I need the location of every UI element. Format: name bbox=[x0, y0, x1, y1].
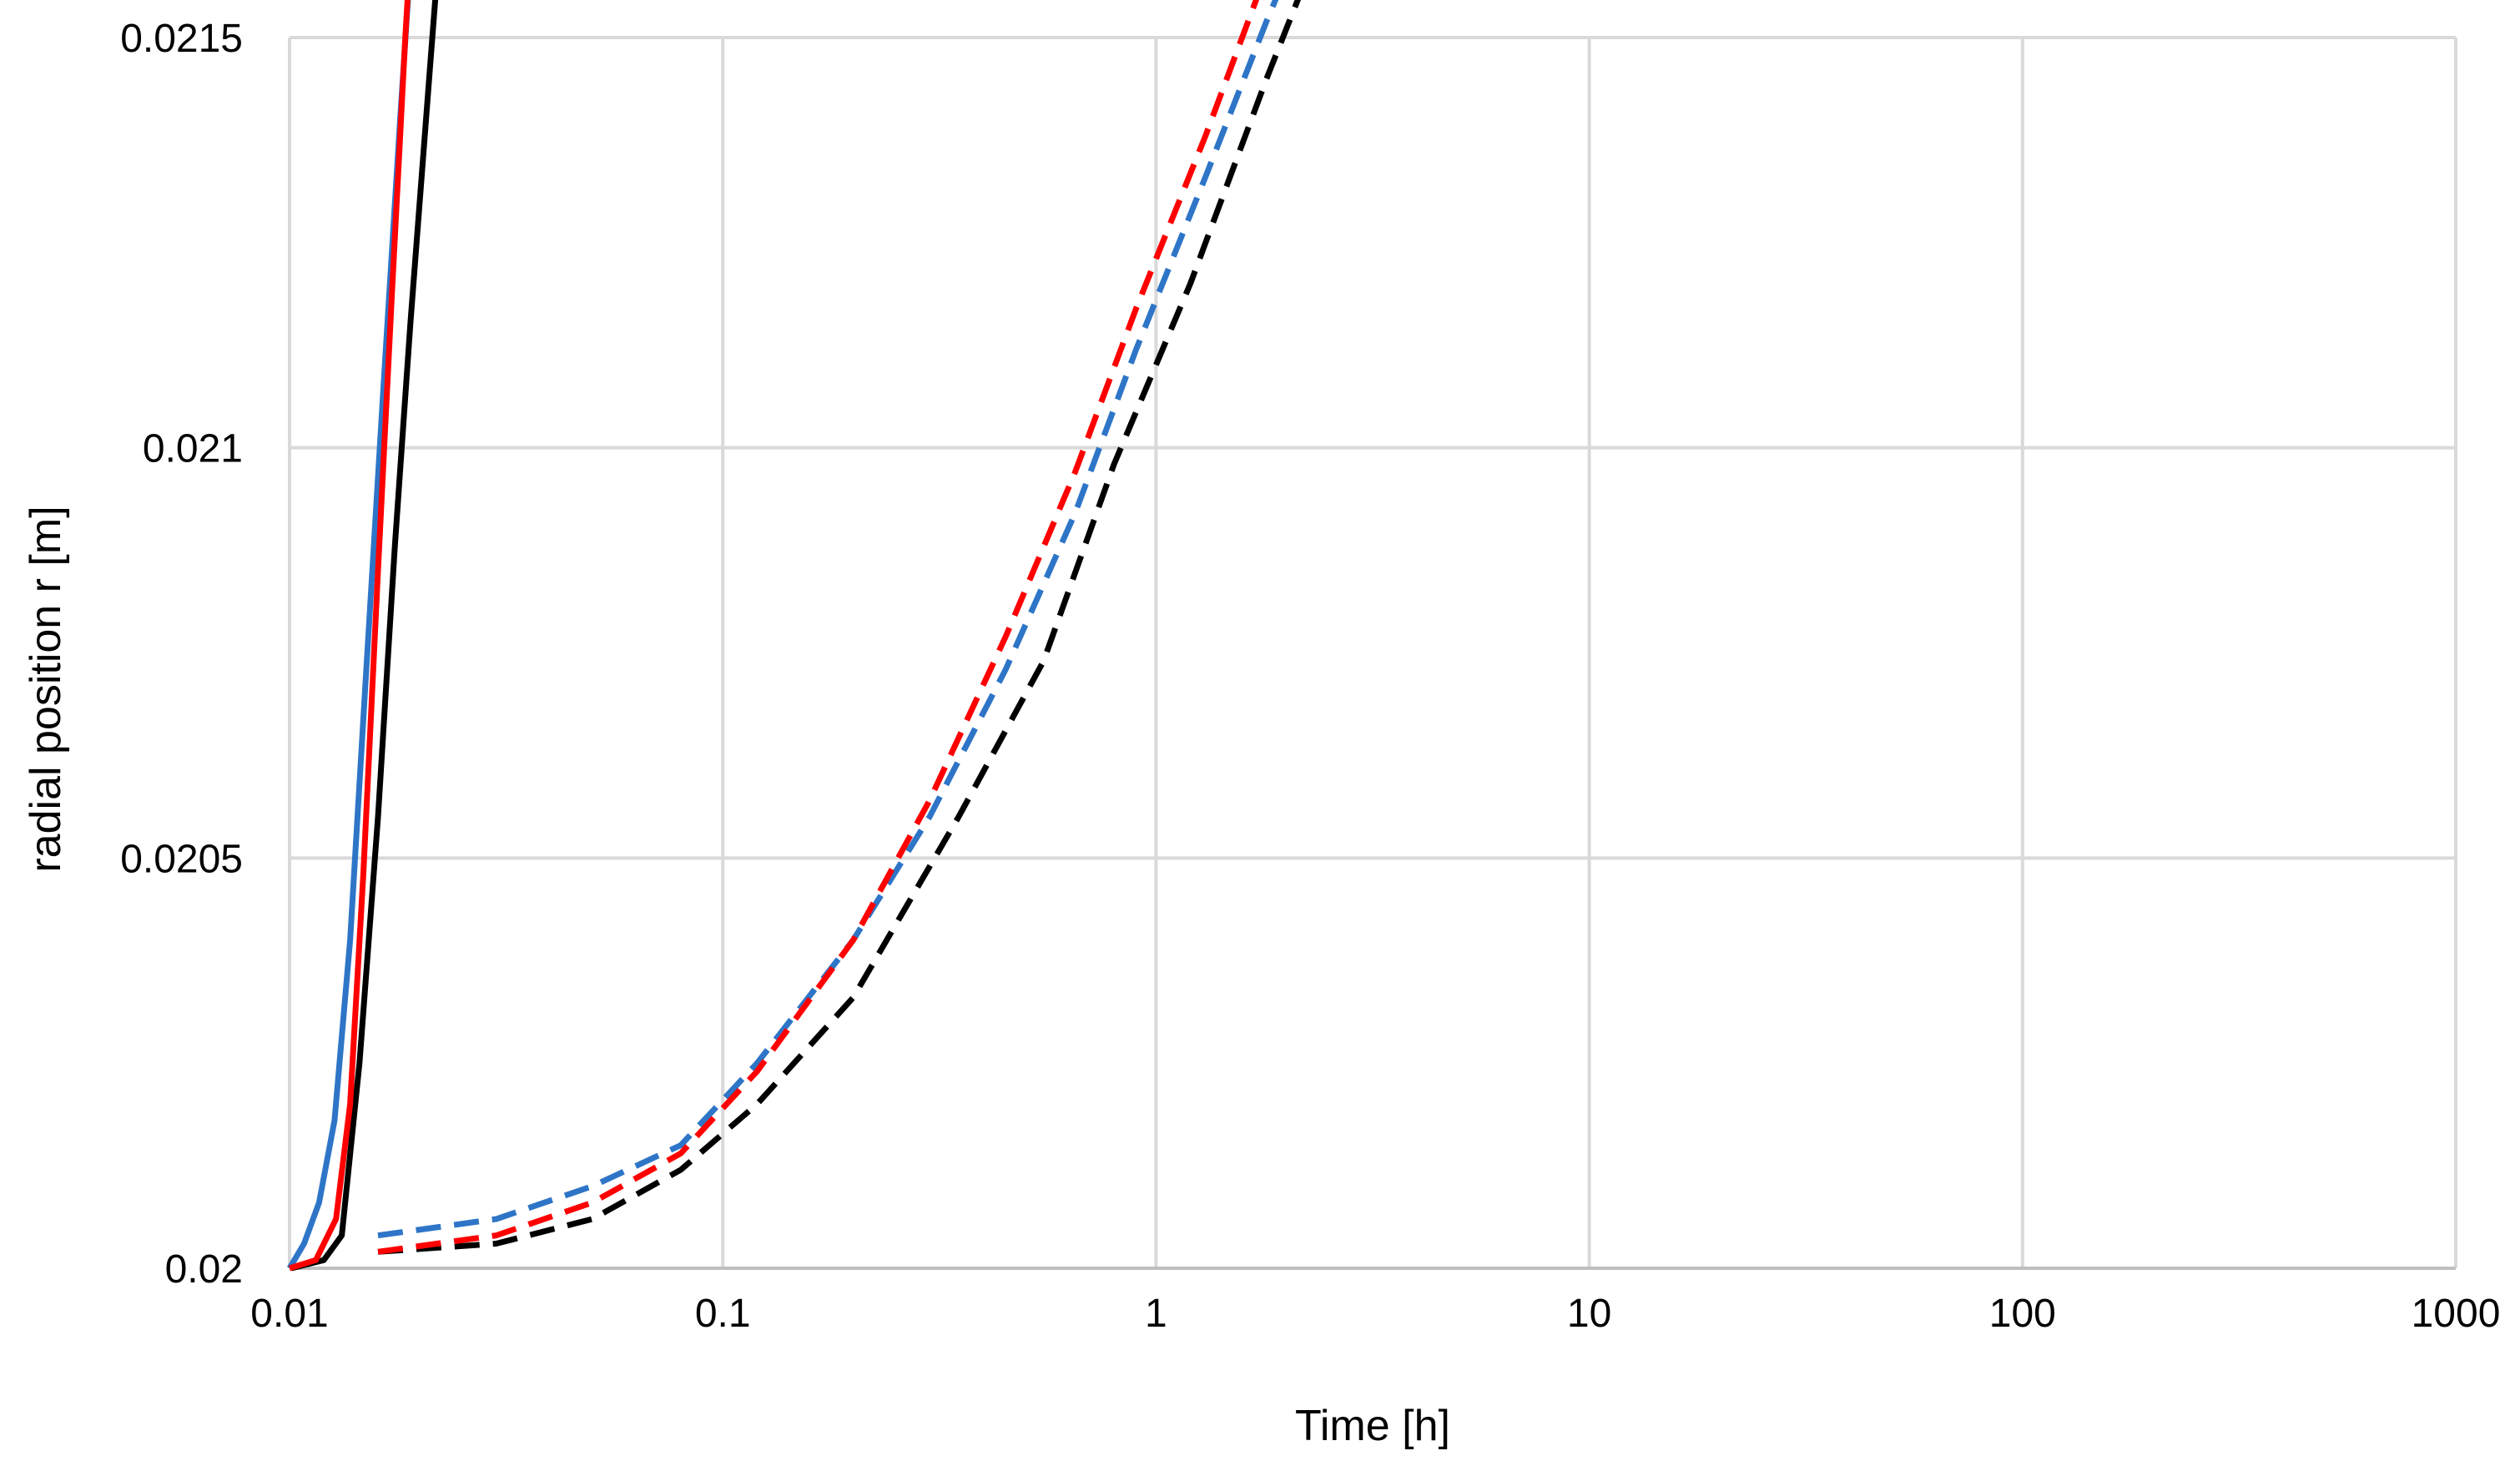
y-tick-label: 0.0215 bbox=[120, 17, 243, 61]
x-tick-label: 1 bbox=[1145, 1292, 1167, 1336]
tick-labels: 0.02 0.0205 0.021 0.0215 0.01 0.1 1 10 100 1000 bbox=[120, 17, 2500, 1336]
series-line-red-dashed bbox=[377, 0, 1260, 1255]
series-line-black-dashed bbox=[377, 0, 1302, 1255]
y-tick-label: 0.02 bbox=[165, 1247, 243, 1292]
series-line-red-solid bbox=[288, 0, 411, 1272]
x-tick-label: 0.01 bbox=[250, 1292, 328, 1336]
series-lines bbox=[286, 0, 1302, 1272]
x-tick-label: 100 bbox=[1989, 1292, 2056, 1336]
y-tick-label: 0.0205 bbox=[120, 837, 243, 881]
y-axis-title: radial position r [m] bbox=[22, 506, 70, 872]
grid-lines bbox=[288, 36, 2457, 1270]
x-axis-title: Time [h] bbox=[1295, 1402, 1450, 1450]
series-line-blue-solid bbox=[286, 0, 411, 1270]
y-tick-label: 0.021 bbox=[143, 427, 243, 471]
x-tick-label: 10 bbox=[1567, 1292, 1611, 1336]
series-line-black-solid bbox=[290, 0, 439, 1272]
x-tick-label: 0.1 bbox=[695, 1292, 751, 1336]
x-tick-label: 1000 bbox=[2412, 1292, 2501, 1336]
series-line-blue-dashed bbox=[377, 0, 1279, 1239]
